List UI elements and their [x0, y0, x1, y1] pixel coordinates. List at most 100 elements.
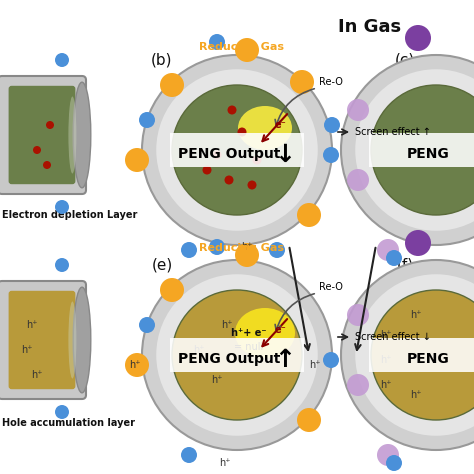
Ellipse shape [235, 308, 295, 358]
Circle shape [324, 117, 340, 133]
Circle shape [225, 175, 234, 184]
Circle shape [235, 243, 259, 267]
Circle shape [125, 353, 149, 377]
Text: h⁺: h⁺ [193, 345, 205, 355]
Text: PENG: PENG [407, 147, 449, 161]
Circle shape [160, 73, 184, 97]
FancyBboxPatch shape [9, 291, 75, 389]
Text: h⁺: h⁺ [410, 390, 422, 400]
Circle shape [323, 147, 339, 163]
Circle shape [235, 38, 259, 62]
Text: h⁺: h⁺ [21, 345, 33, 355]
Circle shape [371, 290, 474, 420]
Circle shape [347, 374, 369, 396]
Circle shape [55, 405, 69, 419]
Text: = null: = null [234, 342, 264, 352]
Circle shape [202, 165, 211, 174]
Text: h⁺+ e⁻: h⁺+ e⁻ [231, 328, 267, 338]
Circle shape [209, 239, 225, 255]
Text: h⁺: h⁺ [26, 320, 38, 330]
FancyBboxPatch shape [9, 86, 75, 184]
Text: e⁻: e⁻ [275, 120, 287, 130]
Circle shape [377, 444, 399, 466]
Circle shape [386, 455, 402, 471]
Circle shape [181, 242, 197, 258]
FancyBboxPatch shape [170, 133, 304, 167]
Circle shape [355, 274, 474, 436]
Circle shape [142, 55, 332, 245]
Circle shape [43, 161, 51, 169]
Circle shape [341, 260, 474, 450]
Text: h⁺: h⁺ [211, 375, 223, 385]
FancyBboxPatch shape [369, 338, 474, 372]
Circle shape [247, 181, 256, 190]
Text: In Gas: In Gas [338, 18, 401, 36]
Text: Reducing Gas: Reducing Gas [200, 243, 284, 253]
Circle shape [33, 146, 41, 154]
Circle shape [405, 25, 431, 51]
Text: h⁺: h⁺ [380, 355, 392, 365]
Text: Electron depletion Layer: Electron depletion Layer [2, 210, 137, 220]
Circle shape [139, 317, 155, 333]
Ellipse shape [68, 97, 76, 173]
Circle shape [297, 203, 321, 227]
Ellipse shape [68, 301, 76, 379]
Circle shape [405, 230, 431, 256]
Text: h⁺: h⁺ [241, 242, 253, 252]
Text: PENG Output: PENG Output [178, 352, 280, 366]
Text: (high resistance): (high resistance) [216, 378, 298, 388]
FancyBboxPatch shape [369, 133, 474, 167]
Circle shape [297, 408, 321, 432]
Circle shape [156, 69, 318, 231]
Text: Screen effect ↓: Screen effect ↓ [355, 332, 431, 342]
Circle shape [46, 121, 54, 129]
Circle shape [55, 200, 69, 214]
Circle shape [347, 304, 369, 326]
Text: h⁺: h⁺ [219, 458, 231, 468]
Text: h⁺: h⁺ [221, 320, 233, 330]
Circle shape [347, 99, 369, 121]
Circle shape [341, 55, 474, 245]
Circle shape [323, 352, 339, 368]
Circle shape [371, 85, 474, 215]
Circle shape [209, 34, 225, 50]
Text: Re-O: Re-O [319, 77, 343, 87]
Circle shape [228, 106, 237, 115]
Circle shape [237, 128, 246, 137]
FancyBboxPatch shape [170, 338, 304, 372]
Text: (e): (e) [151, 258, 173, 273]
Circle shape [355, 69, 474, 231]
Text: h⁺: h⁺ [309, 360, 321, 370]
Circle shape [142, 260, 332, 450]
Circle shape [172, 85, 302, 215]
Text: (b): (b) [151, 52, 173, 67]
Text: Screen effect ↑: Screen effect ↑ [355, 127, 431, 137]
Text: Re-O: Re-O [319, 282, 343, 292]
Text: PENG: PENG [407, 352, 449, 366]
Circle shape [172, 290, 302, 420]
Text: h⁺: h⁺ [380, 380, 392, 390]
Ellipse shape [238, 106, 292, 150]
Text: ↑: ↑ [274, 348, 295, 372]
Circle shape [125, 148, 149, 172]
Text: Hole accumulation layer: Hole accumulation layer [2, 418, 135, 428]
FancyBboxPatch shape [0, 281, 86, 399]
Circle shape [160, 278, 184, 302]
Text: h⁺: h⁺ [129, 360, 141, 370]
Circle shape [212, 151, 221, 159]
Text: e⁻: e⁻ [275, 325, 287, 335]
Text: (f): (f) [396, 258, 413, 273]
Circle shape [253, 155, 262, 164]
Text: h⁺: h⁺ [31, 370, 43, 380]
Circle shape [156, 274, 318, 436]
Text: Electron depletion Layer: Electron depletion Layer [185, 360, 329, 370]
Text: h⁺: h⁺ [410, 310, 422, 320]
Circle shape [290, 70, 314, 94]
Circle shape [55, 258, 69, 272]
Circle shape [55, 53, 69, 67]
Ellipse shape [73, 82, 91, 188]
FancyBboxPatch shape [0, 76, 86, 194]
Circle shape [269, 242, 285, 258]
Circle shape [386, 250, 402, 266]
Circle shape [139, 112, 155, 128]
